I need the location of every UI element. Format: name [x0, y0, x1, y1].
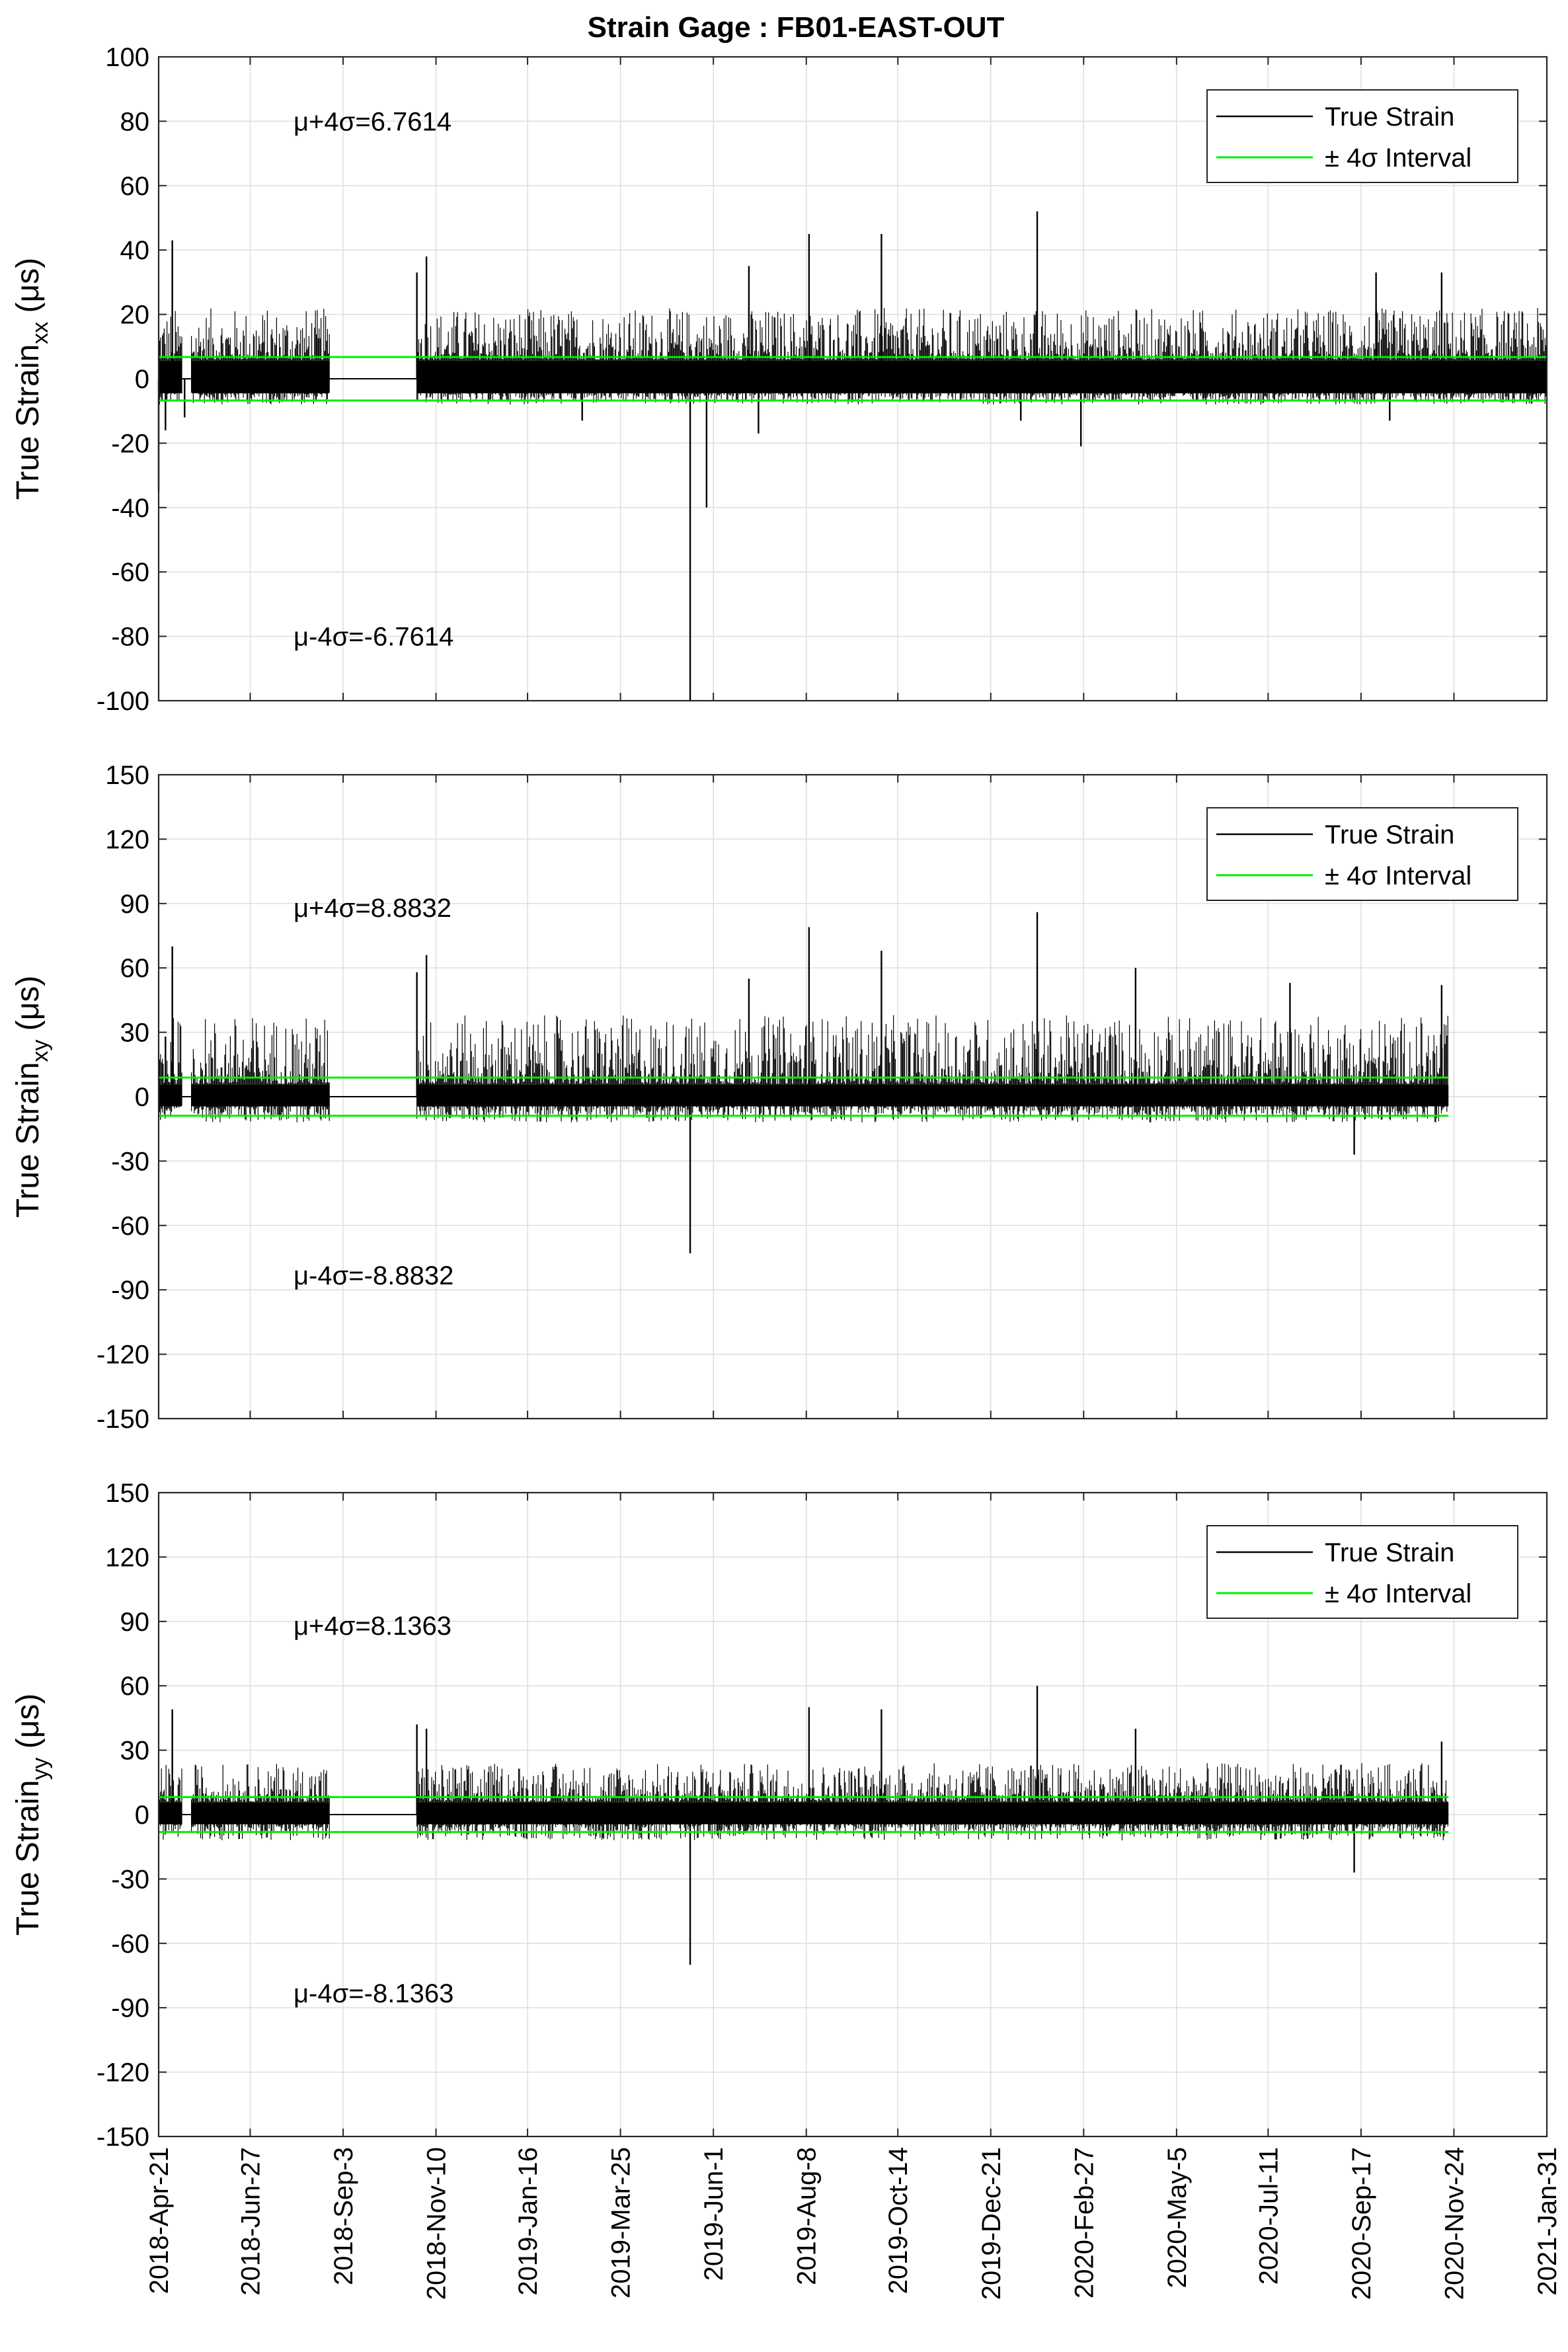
legend-box — [1206, 1525, 1518, 1619]
y-tick-label: 90 — [120, 890, 150, 919]
legend-box — [1206, 89, 1518, 183]
legend-label-interval: ± 4σ Interval — [1325, 1579, 1471, 1608]
legend-label-true-strain: True Strain — [1325, 102, 1454, 132]
y-tick-label: 40 — [120, 236, 150, 265]
legend: True Strain ± 4σ Interval — [1206, 1525, 1518, 1619]
y-tick-label: 80 — [120, 107, 150, 136]
legend-box — [1206, 807, 1518, 901]
x-tick-label: 2020-Nov-24 — [1440, 2147, 1469, 2300]
y-tick-label: -80 — [111, 623, 149, 652]
panel-3: 150 120 90 60 30 0 -30 -60 -90 -120 -150 μ+4σ=8.136… — [11, 1479, 1548, 2152]
x-tick-label: 2018-Apr-21 — [145, 2147, 174, 2294]
x-tick-label: 2019-Jan-16 — [514, 2147, 543, 2296]
y-tick-label: -30 — [111, 1147, 149, 1176]
x-tick-label: 2020-Sep-17 — [1347, 2147, 1376, 2300]
y-axis-label: True Strainxy (μs) — [11, 976, 53, 1218]
x-tick-label: 2019-Aug-8 — [793, 2147, 822, 2285]
y-tick-label: 60 — [120, 1672, 150, 1701]
lower-sigma-annotation: μ-4σ=-6.7614 — [294, 623, 453, 652]
y-tick-label: -20 — [111, 429, 149, 458]
figure-title: Strain Gage : FB01-EAST-OUT — [588, 11, 1005, 44]
y-tick-label: 30 — [120, 1737, 150, 1766]
y-tick-label: 0 — [135, 1083, 149, 1112]
y-axis-label: True Strainyy (μs) — [11, 1694, 53, 1936]
y-tick-label: 90 — [120, 1608, 150, 1637]
x-tick-label: 2020-Feb-27 — [1070, 2147, 1099, 2298]
y-tick-label: -120 — [97, 1341, 149, 1370]
upper-sigma-annotation: μ+4σ=8.8832 — [294, 894, 451, 923]
legend-label-interval: ± 4σ Interval — [1325, 861, 1471, 890]
legend: True Strain ± 4σ Interval — [1206, 89, 1518, 183]
panel-2: 150 120 90 60 30 0 -30 -60 -90 -120 -150 μ+4σ=8.883… — [11, 761, 1548, 1434]
x-tick-label: 2020-May-5 — [1163, 2147, 1192, 2288]
upper-sigma-annotation: μ+4σ=6.7614 — [294, 107, 451, 136]
y-tick-label: -120 — [97, 2058, 149, 2088]
y-tick-label: -30 — [111, 1865, 149, 1894]
x-tick-label: 2018-Nov-10 — [422, 2147, 451, 2300]
y-tick-label: 150 — [105, 761, 149, 790]
legend-label-true-strain: True Strain — [1325, 820, 1454, 849]
axes-frame — [157, 56, 1548, 702]
legend-label-true-strain: True Strain — [1325, 1538, 1454, 1567]
upper-sigma-annotation: μ+4σ=8.1363 — [294, 1612, 451, 1641]
y-tick-label: -150 — [97, 2123, 149, 2152]
y-tick-label: 60 — [120, 954, 150, 983]
axes-frame — [157, 773, 1548, 1420]
y-tick-label: 100 — [105, 43, 149, 72]
x-tick-label: 2019-Oct-14 — [884, 2147, 913, 2294]
x-tick-label: 2020-Jul-11 — [1254, 2147, 1283, 2285]
x-tick-label: 2021-Jan-31 — [1533, 2147, 1562, 2296]
y-axis-label: True Strainxx (μs) — [11, 258, 53, 500]
y-tick-label: 30 — [120, 1019, 150, 1048]
legend-label-interval: ± 4σ Interval — [1325, 143, 1471, 173]
x-tick-label: 2019-Dec-21 — [977, 2147, 1006, 2300]
x-tick-label: 2018-Sep-3 — [329, 2147, 358, 2285]
y-tick-label: -90 — [111, 1276, 149, 1305]
axes-frame — [157, 1491, 1548, 2138]
y-tick-label: -60 — [111, 1212, 149, 1241]
y-tick-label: 120 — [105, 1543, 149, 1572]
lower-sigma-annotation: μ-4σ=-8.8832 — [294, 1261, 453, 1290]
y-tick-label: 0 — [135, 365, 149, 394]
x-tick-label: 2018-Jun-27 — [236, 2147, 265, 2296]
y-tick-label: 60 — [120, 172, 150, 201]
panel-1: 100 80 60 40 20 0 -20 -40 -60 -80 -100 μ+4σ=6.7614 μ… — [11, 43, 1548, 716]
y-tick-label: 150 — [105, 1479, 149, 1508]
legend: True Strain ± 4σ Interval — [1206, 807, 1518, 901]
lower-sigma-annotation: μ-4σ=-8.1363 — [294, 1979, 453, 2008]
y-tick-label: 20 — [120, 301, 150, 330]
y-tick-label: -90 — [111, 1994, 149, 2023]
y-tick-label: 120 — [105, 825, 149, 854]
strain-core-band — [416, 361, 1547, 393]
x-tick-label: 2019-Mar-25 — [607, 2147, 636, 2298]
y-tick-label: -60 — [111, 558, 149, 587]
y-tick-label: -100 — [97, 687, 149, 716]
y-tick-label: -60 — [111, 1930, 149, 1959]
y-tick-label: -40 — [111, 494, 149, 523]
y-tick-label: 0 — [135, 1801, 149, 1830]
x-tick-label: 2019-Jun-1 — [699, 2147, 728, 2281]
y-tick-label: -150 — [97, 1405, 149, 1434]
